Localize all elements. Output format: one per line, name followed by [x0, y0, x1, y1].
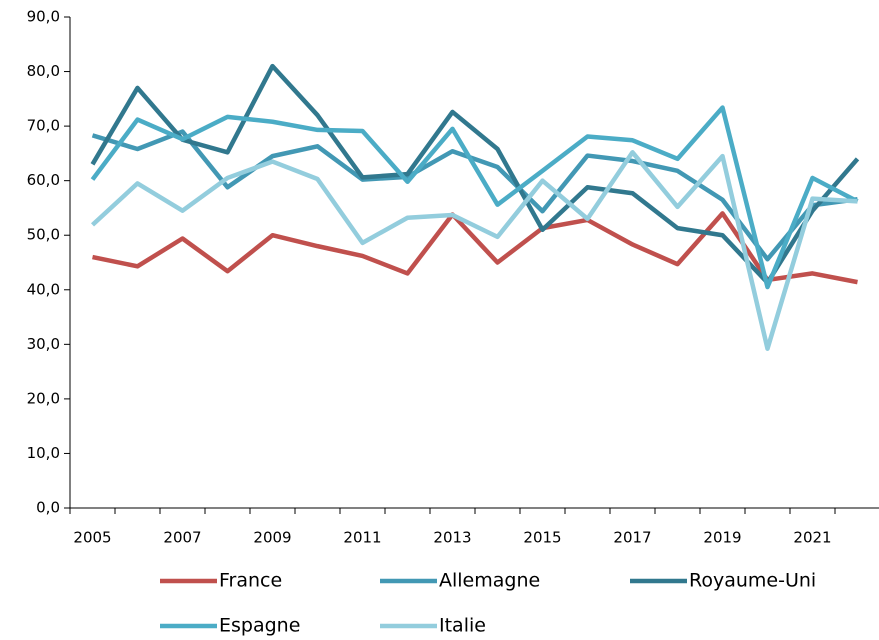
x-tick-label: 2013: [433, 529, 471, 547]
series-line: [91, 129, 858, 262]
legend-label: France: [219, 570, 282, 592]
legend-label: Espagne: [219, 615, 300, 637]
series-line: [90, 63, 860, 285]
x-tick-label: 2021: [793, 529, 831, 547]
legend-label: Allemagne: [439, 570, 540, 592]
x-tick-label: 2015: [523, 529, 561, 547]
x-tick-label: 2009: [253, 529, 291, 547]
y-tick-label: 80,0: [27, 62, 60, 80]
y-tick-label: 20,0: [27, 389, 60, 407]
y-tick-label: 70,0: [27, 117, 60, 135]
y-tick-label: 0,0: [36, 499, 60, 517]
series-line: [90, 150, 858, 351]
legend-label: Royaume-Uni: [689, 570, 816, 592]
y-tick-label: 50,0: [27, 226, 60, 244]
y-tick-label: 10,0: [27, 444, 60, 462]
x-tick-label: 2007: [163, 529, 201, 547]
x-tick-label: 2017: [613, 529, 651, 547]
y-tick-label: 60,0: [27, 171, 60, 189]
legend-label: Italie: [439, 615, 486, 637]
x-tick-label: 2019: [703, 529, 741, 547]
y-tick-label: 30,0: [27, 335, 60, 353]
series-line: [92, 211, 858, 285]
x-tick-label: 2005: [73, 529, 111, 547]
x-tick-label: 2011: [343, 529, 381, 547]
series-line: [90, 105, 859, 290]
y-tick-label: 40,0: [27, 280, 60, 298]
y-tick-label: 90,0: [27, 8, 60, 26]
